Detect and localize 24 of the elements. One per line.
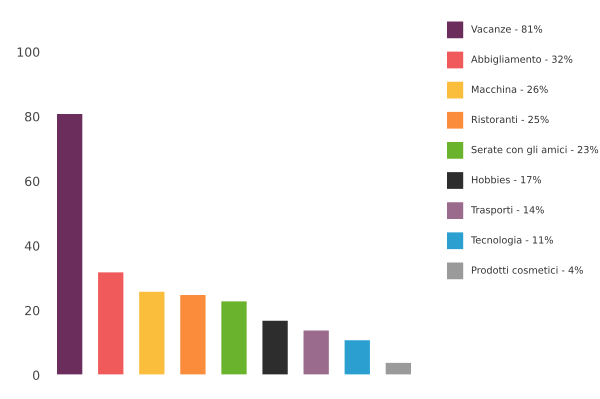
bar [220,300,248,376]
y-tick-label: 40 [24,241,40,251]
text: Macchina - 26% [472,85,548,93]
bar [261,319,290,376]
y-tick-label: 100 [18,47,40,57]
bar [138,290,166,376]
y-tick-label: 60 [25,176,40,186]
text: Trasporti - 14% [470,206,544,216]
bar [96,270,125,376]
text: Abbigliamento - 32% [471,55,572,65]
y-tick-label: 80 [25,112,40,122]
text: Serate con gli amici - 23% [472,146,598,156]
text: Hobbies - 17% [472,176,542,184]
text: Tecnologia - 11% [470,236,553,246]
bar [343,338,372,376]
bar [178,294,207,376]
bar [302,329,330,376]
text: Ristoranti - 25% [472,116,549,124]
y-tick-label: 0 [33,370,40,380]
bar [384,361,412,376]
text: Vacanze - 81% [471,25,542,33]
bar [56,112,84,376]
text: Prodotti cosmetici - 4% [472,266,583,274]
y-tick-label: 20 [25,306,40,316]
